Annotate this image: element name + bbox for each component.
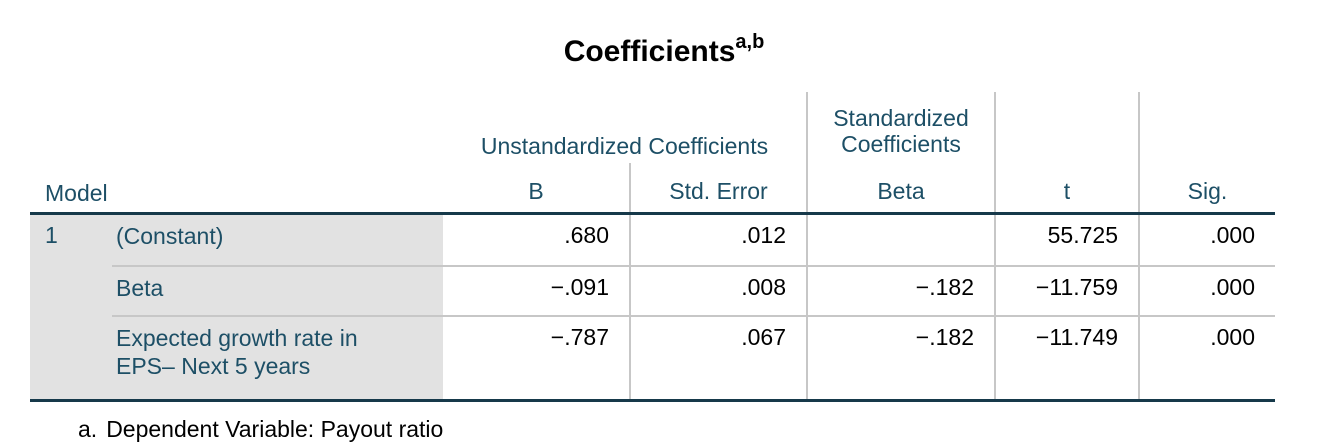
row-label: (Constant) xyxy=(112,213,443,266)
table-title-text: Coefficients xyxy=(563,35,736,68)
cell-sig: .000 xyxy=(1138,265,1275,316)
row-label: Beta xyxy=(112,265,443,316)
cell-t: 55.725 xyxy=(994,213,1139,266)
column-header-t: t xyxy=(994,163,1139,215)
column-header-model: Model xyxy=(30,92,443,215)
coefficients-table: Model Unstandardized Coefficients Standa… xyxy=(30,92,1275,402)
table-row-expected-growth: Expected growth rate in EPS– Next 5 year… xyxy=(30,315,1275,402)
table-title: Coefficientsa,b xyxy=(0,26,1328,70)
table-title-superscript: a,b xyxy=(735,31,765,53)
row-label: Expected growth rate in EPS– Next 5 year… xyxy=(112,315,443,402)
cell-std-error: .012 xyxy=(629,213,807,266)
cell-sig: .000 xyxy=(1138,315,1275,402)
header-spacer-t xyxy=(994,92,1139,163)
cell-beta: −.182 xyxy=(806,265,995,316)
table-row-beta: Beta −.091 .008 −.182 −11.759 .000 xyxy=(30,265,1275,316)
footnotes: a.Dependent Variable: Payout ratio b.Wei… xyxy=(78,415,1328,446)
cell-b: −.787 xyxy=(443,315,630,402)
group-header-standardized-coefficients: Standardized Coefficients xyxy=(806,92,995,163)
header-spacer-sig xyxy=(1138,92,1275,163)
footnote-a-marker: a. xyxy=(78,416,98,442)
table-row-constant: 1 (Constant) .680 .012 55.725 .000 xyxy=(30,213,1275,402)
cell-beta xyxy=(806,213,995,266)
column-header-b: B xyxy=(443,163,630,215)
model-number-cell: 1 xyxy=(30,213,112,402)
column-header-std-error: Std. Error xyxy=(629,163,807,215)
cell-t: −11.749 xyxy=(994,315,1139,402)
column-header-sig: Sig. xyxy=(1138,163,1275,215)
cell-t: −11.759 xyxy=(994,265,1139,316)
footnote-a: a. Dependent Variable: Payout ratio xyxy=(78,415,1328,443)
column-header-beta: Beta xyxy=(806,163,995,215)
cell-beta: −.182 xyxy=(806,315,995,402)
spss-output-page: Coefficientsa,b Model Unstandardized Coe… xyxy=(0,26,1328,446)
header-sub-row: B Std. Error Beta t Sig. xyxy=(30,163,1275,215)
cell-std-error: .067 xyxy=(629,315,807,402)
cell-sig: .000 xyxy=(1138,213,1275,266)
cell-b: −.091 xyxy=(443,265,630,316)
group-header-unstandardized-coefficients: Unstandardized Coefficients xyxy=(480,133,769,159)
cell-b: .680 xyxy=(564,222,609,248)
cell-std-error: .008 xyxy=(629,265,807,316)
header-group-row: Model Unstandardized Coefficients Standa… xyxy=(30,92,1275,215)
footnote-a-text: Dependent Variable: Payout ratio xyxy=(106,416,444,442)
